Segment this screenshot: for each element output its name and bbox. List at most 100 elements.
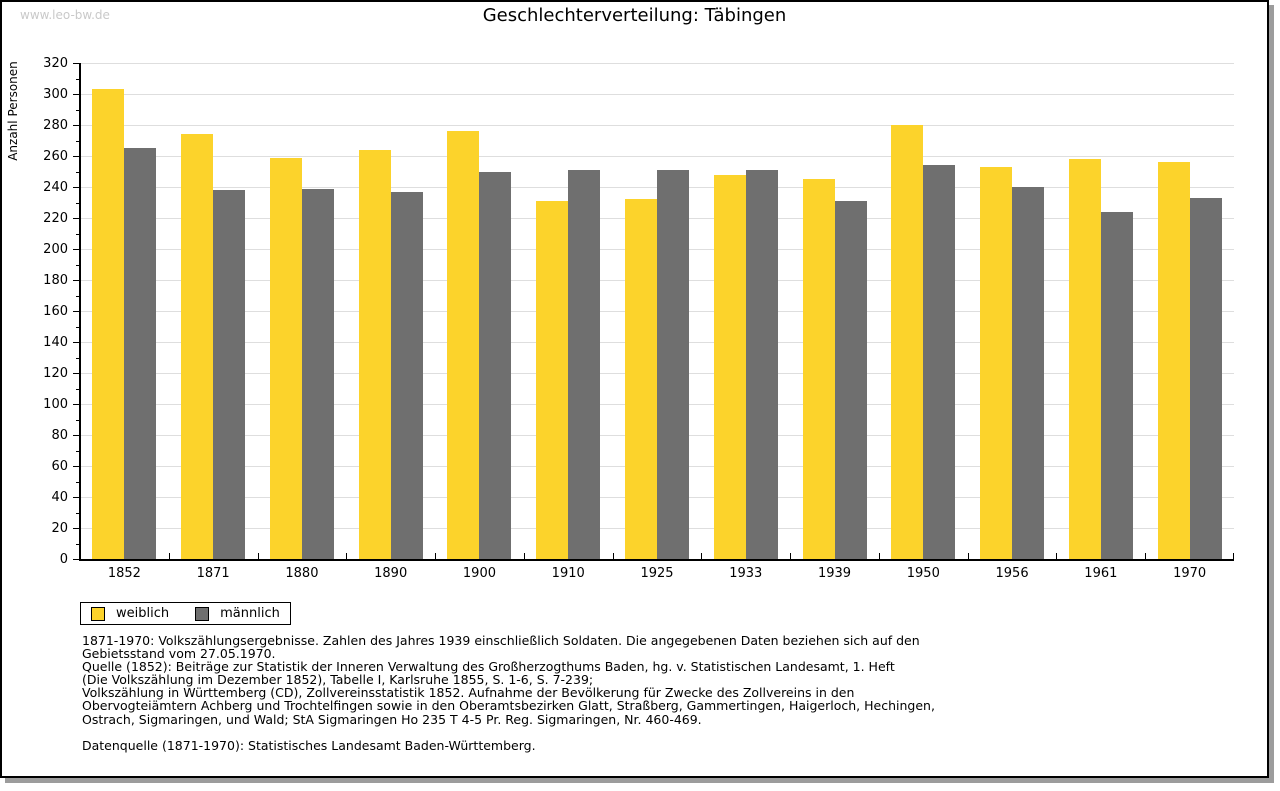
x-tick-9 <box>878 553 880 559</box>
y-tick-260 <box>73 156 79 157</box>
y-tick-190 <box>76 264 79 266</box>
bar-weiblich-1950 <box>891 125 924 559</box>
y-tick-label-280: 280 <box>43 118 68 133</box>
bar-weiblich-1890 <box>358 149 391 559</box>
gridline-320 <box>80 63 1234 64</box>
legend: weiblich männlich <box>80 602 291 625</box>
y-tick-90 <box>76 419 79 421</box>
legend-label-maennlich: männlich <box>220 606 280 621</box>
y-tick-label-40: 40 <box>51 490 68 505</box>
bar-weiblich-1880 <box>269 157 302 559</box>
bar-weiblich-1925 <box>625 199 657 559</box>
y-tick-40 <box>73 497 79 498</box>
y-tick-100 <box>73 404 79 405</box>
bar-männlich-1880 <box>301 188 334 559</box>
y-tick-label-80: 80 <box>51 428 68 443</box>
y-axis-ticks: 0 20 40 60 80 100 120 140 160 180 200 220 240 260 280 3… <box>2 56 79 567</box>
bar-männlich-1933 <box>745 169 778 559</box>
source-note-line-3: Quelle (1852): Beiträge zur Statistik de… <box>82 659 895 675</box>
y-tick-250 <box>76 171 79 173</box>
x-tick-label-1852: 1852 <box>107 566 141 581</box>
x-tick-4 <box>435 553 437 559</box>
x-tick-label-1910: 1910 <box>551 566 585 581</box>
y-tick-150 <box>76 326 79 328</box>
y-tick-label-120: 120 <box>43 366 68 381</box>
source-note-spacer <box>82 726 1192 739</box>
y-tick-label-140: 140 <box>43 335 68 350</box>
y-tick-50 <box>76 481 79 483</box>
y-tick-240 <box>73 187 79 188</box>
bar-männlich-1939 <box>834 200 867 559</box>
legend-swatch-maennlich <box>195 606 210 621</box>
bar-männlich-1961 <box>1100 211 1133 559</box>
x-tick-label-1939: 1939 <box>817 566 852 581</box>
y-tick-140 <box>73 342 79 343</box>
x-axis-labels: 1852 1871 1880 1890 1900 1910 1925 1933 1939 1950… <box>80 566 1234 582</box>
y-tick-160 <box>73 311 79 312</box>
y-tick-110 <box>76 388 79 390</box>
bar-weiblich-1956 <box>980 166 1013 559</box>
y-tick-80 <box>73 435 79 436</box>
chart-page: www.leo-bw.de Geschlechterverteilung: Tä… <box>0 0 1269 778</box>
x-tick-label-1961: 1961 <box>1084 566 1118 581</box>
x-axis-ticks <box>80 553 1234 559</box>
legend-item-maennlich: männlich <box>195 606 280 621</box>
chart-title: Geschlechterverteilung: Täbingen <box>482 5 787 26</box>
x-tick-label-1956: 1956 <box>995 566 1029 581</box>
y-tick-label-0: 0 <box>59 552 68 567</box>
y-tick-130 <box>76 357 79 359</box>
gridline-260 <box>80 156 1234 157</box>
y-tick-label-180: 180 <box>43 273 68 288</box>
bar-weiblich-1900 <box>447 131 480 559</box>
x-tick-5 <box>523 553 525 559</box>
y-tick-label-240: 240 <box>43 180 68 195</box>
y-tick-label-320: 320 <box>43 56 68 71</box>
y-tick-label-200: 200 <box>43 242 68 257</box>
x-tick-11 <box>1056 553 1058 559</box>
bar-männlich-1956 <box>1012 187 1045 559</box>
y-tick-300 <box>73 94 79 95</box>
y-tick-290 <box>76 109 79 111</box>
y-tick-70 <box>76 450 79 452</box>
y-tick-label-300: 300 <box>43 87 68 102</box>
bar-männlich-1852 <box>124 148 157 559</box>
source-note-line-4: (Die Volkszählung im Dezember 1852), Tab… <box>82 672 594 688</box>
bar-männlich-1910 <box>568 169 601 559</box>
legend-swatch-weiblich <box>91 606 105 621</box>
gridline-300 <box>80 94 1234 95</box>
y-tick-60 <box>73 466 79 467</box>
y-tick-10 <box>76 543 79 545</box>
x-tick-label-1871: 1871 <box>196 566 230 581</box>
bar-weiblich-1939 <box>802 179 835 559</box>
y-tick-120 <box>73 373 79 374</box>
bar-männlich-1900 <box>479 171 512 559</box>
y-tick-20 <box>73 528 79 529</box>
x-tick-6 <box>612 553 614 559</box>
x-tick-label-1925: 1925 <box>640 566 674 581</box>
y-tick-170 <box>76 295 79 297</box>
y-tick-220 <box>73 218 79 219</box>
source-note-line-1: 1871-1970: Volkszählungsergebnisse. Zahl… <box>82 633 920 648</box>
x-tick-label-1890: 1890 <box>374 566 408 581</box>
bar-weiblich-1933 <box>713 174 746 559</box>
bar-weiblich-1871 <box>181 134 214 559</box>
x-tick-8 <box>790 553 792 559</box>
source-note-line-6: Obervogteiämtern Achberg und Trochtelfin… <box>82 698 935 714</box>
x-tick-10 <box>967 553 969 559</box>
y-tick-0 <box>73 559 79 560</box>
legend-item-weiblich: weiblich <box>91 606 169 621</box>
x-tick-label-1950: 1950 <box>906 566 940 581</box>
source-notes: 1871-1970: Volkszählungsergebnisse. Zahl… <box>82 634 1192 752</box>
y-tick-label-100: 100 <box>43 397 68 412</box>
y-tick-310 <box>76 78 79 80</box>
y-tick-label-220: 220 <box>43 211 68 226</box>
x-tick-7 <box>701 553 703 559</box>
gridline-280 <box>80 125 1234 126</box>
x-tick-label-1880: 1880 <box>285 566 319 581</box>
x-tick-2 <box>257 553 259 559</box>
watermark: www.leo-bw.de <box>20 8 110 22</box>
y-tick-230 <box>76 202 79 204</box>
x-tick-label-1933: 1933 <box>729 566 763 581</box>
bar-männlich-1890 <box>390 191 423 559</box>
bar-weiblich-1852 <box>92 89 125 559</box>
